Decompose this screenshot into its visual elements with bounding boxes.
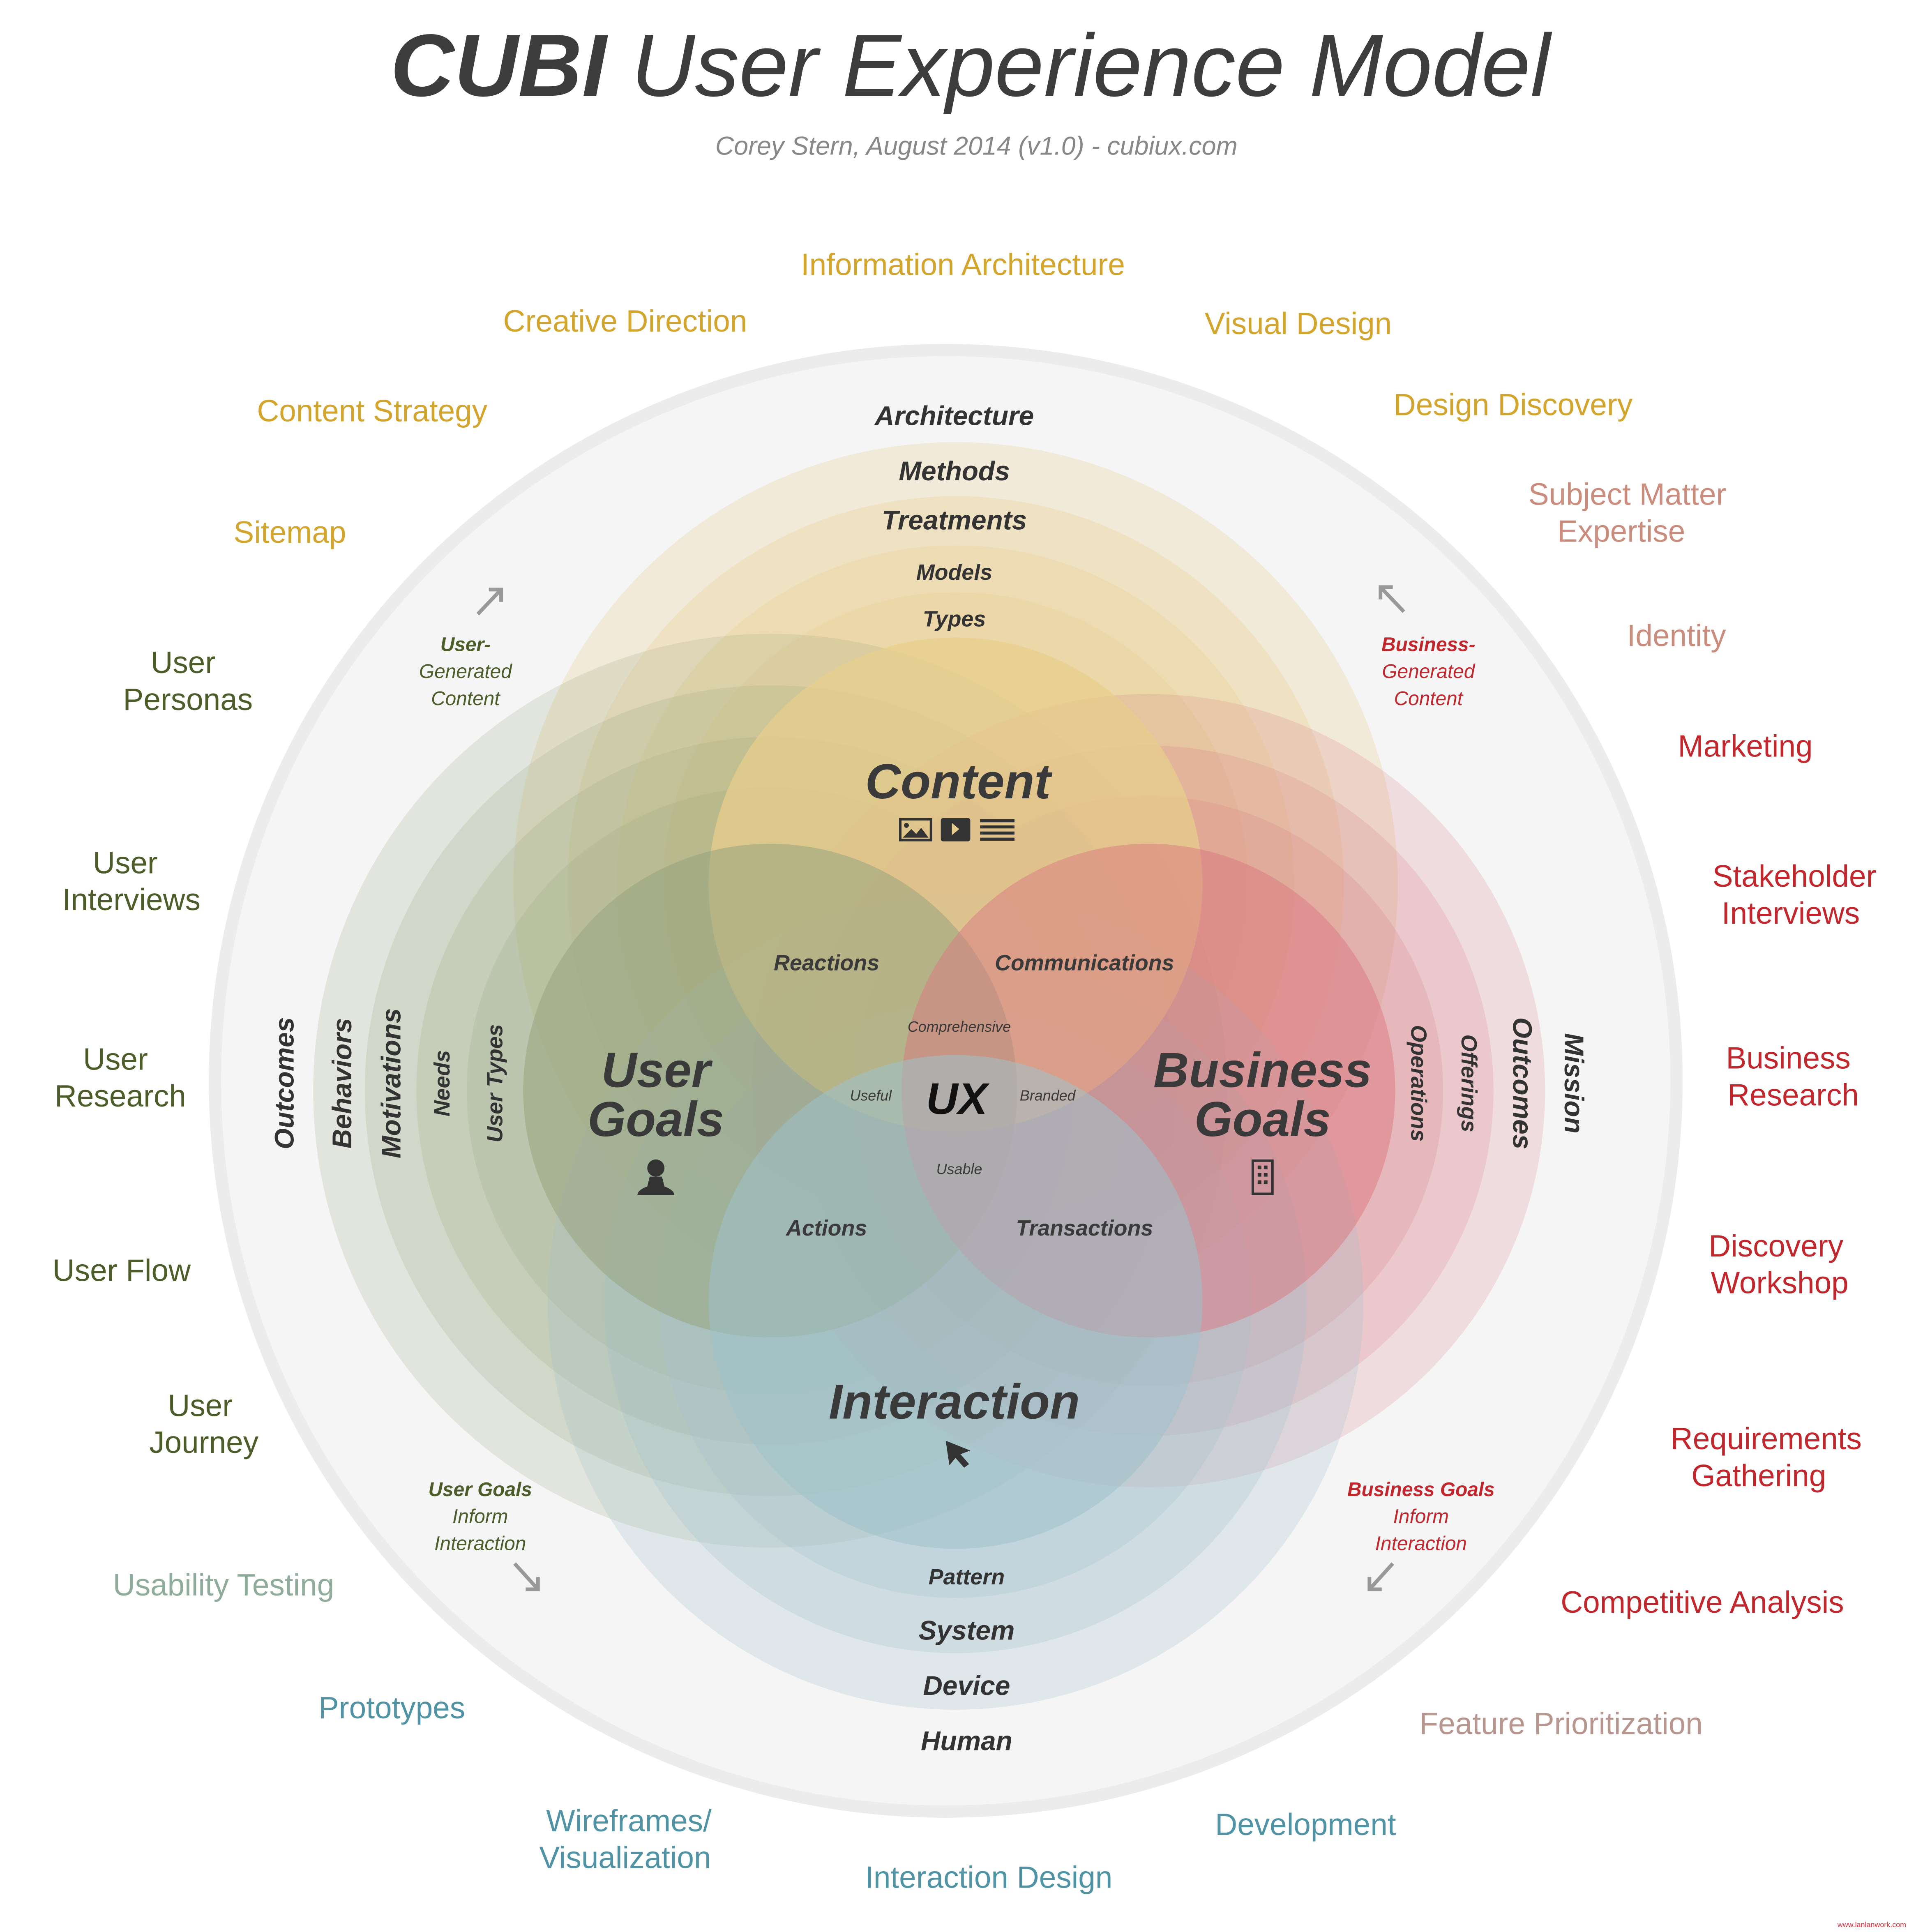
ring-outcomes-user: Outcomes bbox=[269, 1017, 299, 1150]
label-user-personas: User Personas bbox=[123, 645, 253, 717]
ux-label: UX bbox=[926, 1074, 990, 1123]
ring-device: Device bbox=[923, 1670, 1010, 1701]
label-requirements-gathering: Requirements Gathering bbox=[1671, 1421, 1862, 1493]
arrow-icon bbox=[1367, 1562, 1394, 1591]
interaction-title: Interaction bbox=[829, 1374, 1080, 1429]
ring-operations: Operations bbox=[1406, 1025, 1431, 1141]
label-competitive-analysis: Competitive Analysis bbox=[1561, 1585, 1844, 1619]
ring-treatments: Treatments bbox=[882, 505, 1027, 535]
label-feature-prioritization: Feature Prioritization bbox=[1419, 1706, 1702, 1741]
image-icon bbox=[899, 818, 932, 842]
ring-models: Models bbox=[916, 560, 992, 585]
label-design-discovery: Design Discovery bbox=[1394, 387, 1633, 422]
label-content-strategy: Content Strategy bbox=[257, 393, 487, 428]
reactions-label: Reactions bbox=[774, 950, 879, 975]
communications-label: Communications bbox=[995, 950, 1174, 975]
ring-human: Human bbox=[921, 1726, 1012, 1756]
content-title: Content bbox=[865, 754, 1053, 809]
label-creative-direction: Creative Direction bbox=[503, 304, 747, 338]
ring-outcomes-business: Outcomes bbox=[1508, 1017, 1538, 1150]
business-goals-title: Business Goals bbox=[1153, 1043, 1372, 1147]
useful-label: Useful bbox=[850, 1087, 892, 1104]
label-sitemap: Sitemap bbox=[233, 515, 346, 549]
arrow-icon bbox=[513, 1562, 540, 1591]
annotation-user-inform: User Goals Inform Interaction bbox=[429, 1479, 532, 1555]
ring-user-types: User Types bbox=[483, 1024, 507, 1142]
user-icon bbox=[637, 1159, 675, 1195]
annotation-business-inform: Business Goals Inform Interaction bbox=[1347, 1479, 1495, 1555]
ring-system: System bbox=[918, 1615, 1014, 1646]
content-icons bbox=[899, 818, 1014, 842]
label-user-journey: User Journey bbox=[149, 1388, 258, 1460]
label-stakeholder-interviews: Stakeholder Interviews bbox=[1713, 859, 1877, 930]
interaction-circle bbox=[708, 1055, 1203, 1549]
label-discovery-workshop: Discovery Workshop bbox=[1708, 1229, 1848, 1300]
ring-needs: Needs bbox=[430, 1050, 454, 1116]
ring-types: Types bbox=[923, 607, 986, 632]
user-goals-title: User Goals bbox=[588, 1043, 724, 1147]
usable-label: Usable bbox=[936, 1161, 982, 1178]
arrow-icon bbox=[476, 588, 503, 616]
watermark: www.lanlanwork.com bbox=[1837, 1920, 1906, 1929]
ring-methods: Methods bbox=[899, 456, 1010, 486]
arrow-icon bbox=[1379, 585, 1405, 613]
ring-behaviors: Behaviors bbox=[327, 1018, 357, 1148]
video-icon bbox=[941, 818, 971, 842]
comprehensive-label: Comprehensive bbox=[908, 1019, 1011, 1035]
building-icon bbox=[1251, 1159, 1274, 1195]
ring-architecture: Architecture bbox=[874, 400, 1034, 431]
annotation-business-generated: Business-Generated Content bbox=[1381, 634, 1476, 710]
actions-label: Actions bbox=[785, 1216, 867, 1240]
branded-label: Branded bbox=[1020, 1087, 1076, 1104]
label-prototypes: Prototypes bbox=[318, 1690, 465, 1725]
label-user-interviews: User Interviews bbox=[62, 845, 201, 917]
text-icon bbox=[980, 819, 1014, 841]
label-user-flow: User Flow bbox=[53, 1253, 191, 1288]
label-marketing: Marketing bbox=[1678, 729, 1812, 763]
ring-motivations: Motivations bbox=[376, 1008, 406, 1158]
label-visual-design: Visual Design bbox=[1205, 306, 1392, 341]
label-identity: Identity bbox=[1627, 618, 1727, 652]
label-wireframes: Wireframes/Visualization bbox=[539, 1803, 712, 1875]
annotation-user-generated: User-Generated Content bbox=[419, 634, 512, 710]
label-interaction-design: Interaction Design bbox=[865, 1860, 1112, 1894]
label-business-research: Business Research bbox=[1726, 1041, 1859, 1112]
ring-mission: Mission bbox=[1559, 1033, 1589, 1134]
label-user-research: User Research bbox=[55, 1042, 186, 1114]
page-title: CUBI User Experience Model bbox=[390, 16, 1552, 115]
ring-offerings: Offerings bbox=[1457, 1034, 1481, 1132]
label-usability-testing: Usability Testing bbox=[113, 1568, 334, 1602]
label-development: Development bbox=[1215, 1807, 1396, 1842]
transactions-label: Transactions bbox=[1016, 1216, 1153, 1240]
label-information-architecture: Information Architecture bbox=[801, 247, 1125, 282]
subtitle: Corey Stern, August 2014 (v1.0) - cubiux… bbox=[715, 132, 1238, 161]
cursor-icon bbox=[945, 1441, 971, 1468]
ring-pattern: Pattern bbox=[929, 1565, 1005, 1589]
label-subject-matter: Subject Matter Expertise bbox=[1529, 477, 1727, 549]
